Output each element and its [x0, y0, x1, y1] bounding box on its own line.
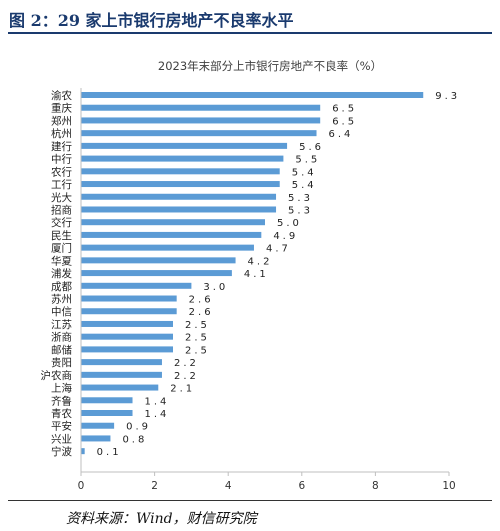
bar-chart: 2023年末部分上市银行房地产不良率（%） 渝农重庆郑州杭州建行中行农行工行光大…	[41, 59, 460, 492]
category-label: 重庆	[51, 102, 72, 115]
bar-7	[81, 181, 280, 188]
data-label: 2.5	[185, 345, 210, 356]
bar-16	[81, 295, 177, 302]
category-label: 平安	[51, 420, 72, 433]
chart-title: 2023年末部分上市银行房地产不良率（%）	[158, 59, 382, 73]
data-label: 6.4	[329, 129, 354, 140]
bar-2	[81, 117, 321, 124]
data-label: 5.6	[299, 142, 324, 153]
bar-24	[81, 397, 133, 404]
category-label: 招商	[51, 203, 72, 216]
bar-12	[81, 244, 254, 251]
bar-17	[81, 308, 177, 315]
category-label: 兴业	[51, 433, 72, 445]
x-tick-label: 8	[372, 480, 379, 492]
bar-25	[81, 410, 133, 416]
data-label: 1.4	[145, 396, 170, 407]
category-label: 浦发	[51, 267, 72, 280]
category-label: 贵阳	[51, 356, 72, 369]
data-label: 5.0	[277, 218, 302, 229]
data-label: 5.5	[295, 155, 320, 166]
bar-9	[81, 206, 277, 213]
title-rule	[8, 32, 492, 34]
bar-22	[81, 371, 162, 378]
data-label: 0.9	[126, 422, 151, 433]
bar-15	[81, 282, 192, 289]
category-label: 民生	[51, 229, 72, 242]
category-label: 渝农	[51, 89, 72, 102]
bar-5	[81, 155, 284, 162]
data-label: 4.9	[273, 231, 298, 242]
data-label: 2.5	[185, 333, 210, 344]
category-label: 青农	[51, 407, 72, 420]
bar-23	[81, 384, 159, 391]
bar-0	[81, 92, 424, 98]
figure-title: 图 2：29 家上市银行房地产不良率水平	[9, 11, 294, 30]
bar-1	[81, 104, 321, 111]
category-label: 工行	[51, 178, 72, 191]
category-label: 厦门	[51, 242, 72, 255]
bar-13	[81, 257, 236, 264]
source-note: 资料来源：Wind，财信研究院	[66, 511, 257, 527]
data-label: 2.2	[174, 371, 199, 382]
bar-14	[81, 270, 232, 277]
category-label: 宁波	[51, 445, 72, 458]
bar-10	[81, 219, 265, 226]
data-label: 2.1	[170, 384, 195, 395]
bar-19	[81, 333, 173, 340]
data-label: 2.2	[174, 358, 199, 369]
bar-20	[81, 346, 173, 353]
bar-26	[81, 422, 115, 429]
bar-6	[81, 168, 280, 175]
bar-11	[81, 231, 262, 238]
category-label: 上海	[51, 382, 72, 395]
category-label: 成都	[51, 281, 72, 293]
bar-28	[81, 448, 85, 455]
category-label: 沪农商	[41, 369, 73, 382]
category-label: 杭州	[51, 127, 72, 140]
data-label: 1.4	[145, 409, 170, 420]
data-label: 5.3	[288, 193, 313, 204]
category-label: 建行	[51, 140, 72, 153]
bar-27	[81, 435, 111, 442]
data-label: 2.6	[189, 295, 214, 306]
data-label: 6.5	[332, 104, 357, 115]
x-tick-label: 4	[225, 480, 232, 492]
x-tick-label: 10	[442, 480, 455, 492]
data-label: 4.7	[266, 244, 291, 255]
bar-4	[81, 142, 288, 149]
category-label: 光大	[51, 191, 72, 204]
category-label: 邮储	[51, 343, 72, 356]
category-label: 齐鲁	[51, 394, 72, 407]
bar-18	[81, 320, 173, 327]
category-label: 浙商	[51, 331, 72, 344]
category-label: 江苏	[51, 318, 72, 331]
category-label: 华夏	[51, 254, 72, 267]
x-tick-label: 0	[78, 480, 85, 492]
data-label: 0.8	[122, 434, 147, 445]
data-label: 2.6	[189, 307, 214, 318]
x-tick-label: 2	[151, 480, 158, 492]
data-label: 5.4	[292, 167, 317, 178]
data-label: 4.1	[244, 269, 269, 280]
bottom-rule	[8, 500, 492, 501]
category-label: 苏州	[51, 293, 72, 306]
category-label: 中信	[51, 305, 72, 318]
data-label: 5.4	[292, 180, 317, 191]
category-label: 中行	[51, 153, 72, 166]
category-label: 交行	[51, 216, 72, 229]
data-label: 4.2	[248, 256, 273, 267]
category-label: 郑州	[51, 114, 72, 127]
data-label: 0.1	[97, 447, 122, 458]
data-label: 9.3	[435, 91, 460, 102]
x-tick-label: 6	[298, 480, 305, 492]
data-label: 5.3	[288, 205, 313, 216]
data-label: 2.5	[185, 320, 210, 331]
bar-8	[81, 193, 277, 200]
bar-21	[81, 359, 162, 366]
category-label: 农行	[51, 165, 72, 178]
data-label: 6.5	[332, 116, 357, 127]
data-label: 3.0	[203, 282, 228, 293]
bar-3	[81, 130, 317, 137]
